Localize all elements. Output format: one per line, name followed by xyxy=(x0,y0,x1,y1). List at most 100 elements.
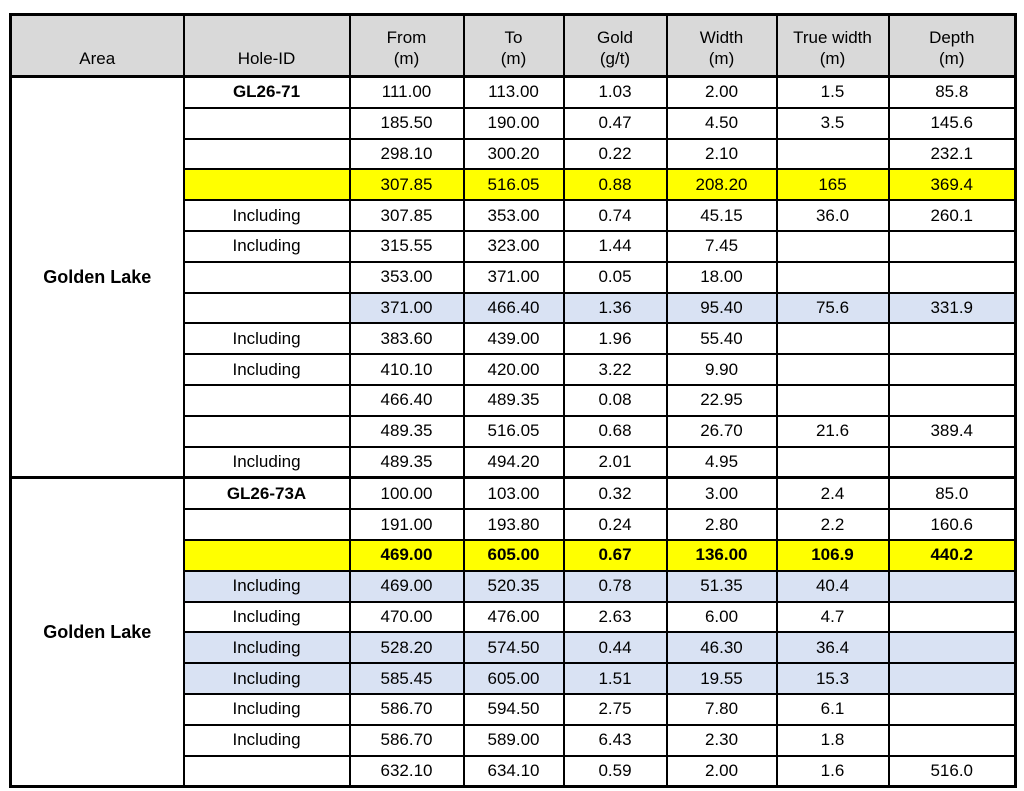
cell-depth xyxy=(887,353,1017,386)
cell-to: 489.35 xyxy=(462,383,565,417)
cell-to: 323.00 xyxy=(462,229,565,263)
cell-gold: 0.44 xyxy=(562,631,668,665)
header-label: To xyxy=(504,27,523,47)
cell-true-width xyxy=(775,137,890,171)
cell-width: 18.00 xyxy=(665,260,778,294)
cell-from: 489.35 xyxy=(348,445,465,479)
header-label: Depth xyxy=(929,27,975,47)
cell-to: 353.00 xyxy=(462,199,565,232)
cell-width: 55.40 xyxy=(665,322,778,356)
table-row: Including 528.20 574.50 0.44 46.30 36.4 xyxy=(11,631,1017,665)
cell-depth xyxy=(887,383,1017,417)
cell-to: 300.20 xyxy=(462,137,565,171)
cell-width: 51.35 xyxy=(665,569,778,603)
cell-to: 516.05 xyxy=(462,414,565,448)
cell-to: 466.40 xyxy=(462,291,565,325)
cell-true-width: 36.0 xyxy=(775,199,890,232)
cell-from: 315.55 xyxy=(348,229,465,263)
header-label: True width xyxy=(793,27,872,47)
cell-gold: 0.22 xyxy=(562,137,668,171)
table-row: Including 469.00 520.35 0.78 51.35 40.4 xyxy=(11,569,1017,603)
cell-width: 6.00 xyxy=(665,600,778,634)
cell-to: 420.00 xyxy=(462,353,565,386)
hole-id-cell: Including xyxy=(182,569,351,603)
cell-depth: 389.4 xyxy=(887,414,1017,448)
cell-to: 113.00 xyxy=(462,75,565,109)
cell-from: 298.10 xyxy=(348,137,465,171)
cell-width: 95.40 xyxy=(665,291,778,325)
table-row: Including 586.70 589.00 6.43 2.30 1.8 xyxy=(11,723,1017,757)
cell-true-width: 36.4 xyxy=(775,631,890,665)
cell-depth xyxy=(887,445,1017,479)
cell-gold: 6.43 xyxy=(562,723,668,757)
table-row: Including 489.35 494.20 2.01 4.95 xyxy=(11,445,1017,479)
hole-id-cell xyxy=(182,508,351,541)
hole-id-cell: GL26-71 xyxy=(182,75,351,109)
table-row: 191.00 193.80 0.24 2.80 2.2 160.6 xyxy=(11,508,1017,541)
cell-from: 469.00 xyxy=(348,569,465,603)
hole-id-cell xyxy=(182,291,351,325)
area-cell: Golden Lake xyxy=(9,75,185,479)
cell-true-width: 4.7 xyxy=(775,600,890,634)
results-tbody: Golden Lake GL26-71 111.00 113.00 1.03 2.00 1.… xyxy=(9,75,1017,788)
table-row: 298.10 300.20 0.22 2.10 232.1 xyxy=(11,137,1017,171)
header-unit: (m) xyxy=(819,49,846,69)
cell-true-width: 2.2 xyxy=(775,508,890,541)
table-row: 489.35 516.05 0.68 26.70 21.6 389.4 xyxy=(11,414,1017,448)
cell-width: 136.00 xyxy=(665,538,778,572)
cell-from: 586.70 xyxy=(348,723,465,757)
cell-to: 520.35 xyxy=(462,569,565,603)
cell-to: 190.00 xyxy=(462,106,565,140)
hole-id-cell xyxy=(182,106,351,140)
header-hole-id: Hole-ID xyxy=(182,13,351,78)
table-row: 185.50 190.00 0.47 4.50 3.5 145.6 xyxy=(11,106,1017,140)
hole-id-cell: Including xyxy=(182,199,351,232)
cell-true-width xyxy=(775,445,890,479)
cell-gold: 0.47 xyxy=(562,106,668,140)
cell-gold: 1.51 xyxy=(562,662,668,695)
cell-gold: 2.01 xyxy=(562,445,668,479)
cell-width: 22.95 xyxy=(665,383,778,417)
hole-id-cell xyxy=(182,754,351,788)
cell-from: 111.00 xyxy=(348,75,465,109)
cell-to: 371.00 xyxy=(462,260,565,294)
cell-depth xyxy=(887,600,1017,634)
cell-from: 191.00 xyxy=(348,508,465,541)
cell-true-width: 2.4 xyxy=(775,476,890,511)
hole-id-cell: Including xyxy=(182,662,351,695)
cell-depth xyxy=(887,260,1017,294)
cell-to: 574.50 xyxy=(462,631,565,665)
hole-id-cell xyxy=(182,137,351,171)
cell-to: 589.00 xyxy=(462,723,565,757)
cell-true-width xyxy=(775,260,890,294)
cell-from: 383.60 xyxy=(348,322,465,356)
header-row: Area Hole-ID From (m) To (m) Gold (g/t) Wid… xyxy=(9,13,1017,78)
cell-to: 494.20 xyxy=(462,445,565,479)
cell-gold: 1.03 xyxy=(562,75,668,109)
header-unit: (m) xyxy=(708,49,735,69)
cell-true-width: 15.3 xyxy=(775,662,890,695)
cell-from: 469.00 xyxy=(348,538,465,572)
header-label: Width xyxy=(699,27,744,47)
cell-width: 2.00 xyxy=(665,75,778,109)
assay-results-table: Area Hole-ID From (m) To (m) Gold (g/t) Wid… xyxy=(9,13,1017,789)
cell-width: 4.50 xyxy=(665,106,778,140)
header-unit: (g/t) xyxy=(599,49,631,69)
cell-from: 489.35 xyxy=(348,414,465,448)
cell-depth: 232.1 xyxy=(887,137,1017,171)
cell-gold: 2.63 xyxy=(562,600,668,634)
cell-depth: 516.0 xyxy=(887,754,1017,788)
cell-from: 586.70 xyxy=(348,692,465,726)
header-area: Area xyxy=(9,13,185,78)
header-unit: (m) xyxy=(393,49,420,69)
cell-width: 2.30 xyxy=(665,723,778,757)
cell-gold: 0.88 xyxy=(562,168,668,202)
cell-gold: 0.08 xyxy=(562,383,668,417)
cell-gold: 1.44 xyxy=(562,229,668,263)
cell-gold: 1.36 xyxy=(562,291,668,325)
header-gold: Gold (g/t) xyxy=(562,13,668,78)
header-unit: (m) xyxy=(939,49,965,69)
cell-true-width: 75.6 xyxy=(775,291,890,325)
cell-gold: 0.74 xyxy=(562,199,668,232)
cell-from: 353.00 xyxy=(348,260,465,294)
